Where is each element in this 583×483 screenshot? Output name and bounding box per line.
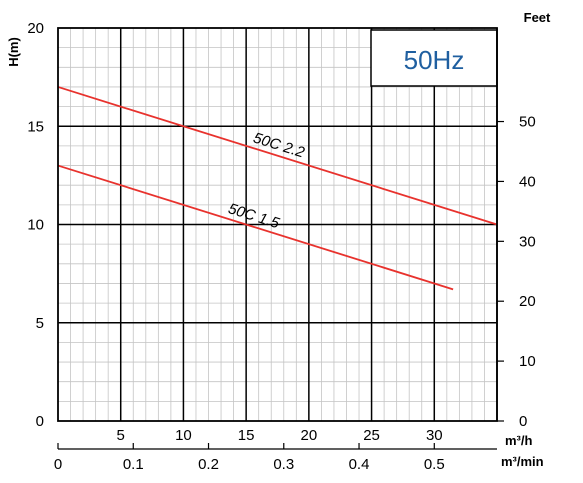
y-axis-label: H(m) xyxy=(6,37,21,67)
y-axis-ticks: 0 5 10 15 20 xyxy=(27,20,44,430)
x-tick-label: 25 xyxy=(363,427,380,444)
y-tick-label: 0 xyxy=(36,413,44,430)
feet-tick-label: 40 xyxy=(519,173,536,190)
x-tick-label: 30 xyxy=(426,427,443,444)
series-line xyxy=(57,86,498,226)
x-tick-label: 5 xyxy=(117,427,125,444)
x-tick-label: 15 xyxy=(238,427,255,444)
m3h-unit-label: m³/h xyxy=(505,433,533,448)
feet-axis-ticks: 0 10 20 30 40 50 xyxy=(496,28,536,430)
y-tick-label: 15 xyxy=(27,118,44,135)
x-tick-label: 10 xyxy=(175,427,192,444)
y-tick-label: 5 xyxy=(36,315,44,332)
m3min-tick-label: 0 xyxy=(54,456,62,473)
frequency-label: 50Hz xyxy=(404,45,465,75)
m3min-tick-label: 0.1 xyxy=(123,456,144,473)
feet-tick-label: 10 xyxy=(519,353,536,370)
feet-tick-label: 50 xyxy=(519,114,536,131)
major-grid xyxy=(58,28,497,421)
feet-tick-label: 0 xyxy=(519,413,527,430)
x-tick-label: 20 xyxy=(301,427,318,444)
y-tick-label: 10 xyxy=(27,217,44,234)
m3min-tick-label: 0.2 xyxy=(198,456,219,473)
feet-tick-label: 30 xyxy=(519,233,536,250)
flow-m3min-axis: 0 0.1 0.2 0.3 0.4 0.5 xyxy=(54,443,497,473)
m3min-tick-label: 0.3 xyxy=(273,456,294,473)
flow-m3h-ticks: 5 10 15 20 25 30 xyxy=(117,427,443,444)
m3min-unit-label: m³/min xyxy=(501,454,544,469)
feet-tick-label: 20 xyxy=(519,293,536,310)
frequency-box: 50Hz xyxy=(370,29,498,87)
feet-axis-label: Feet xyxy=(524,10,551,25)
m3min-tick-label: 0.5 xyxy=(424,456,445,473)
series-line xyxy=(57,164,454,291)
m3min-tick-label: 0.4 xyxy=(349,456,370,473)
y-tick-label: 20 xyxy=(27,20,44,37)
